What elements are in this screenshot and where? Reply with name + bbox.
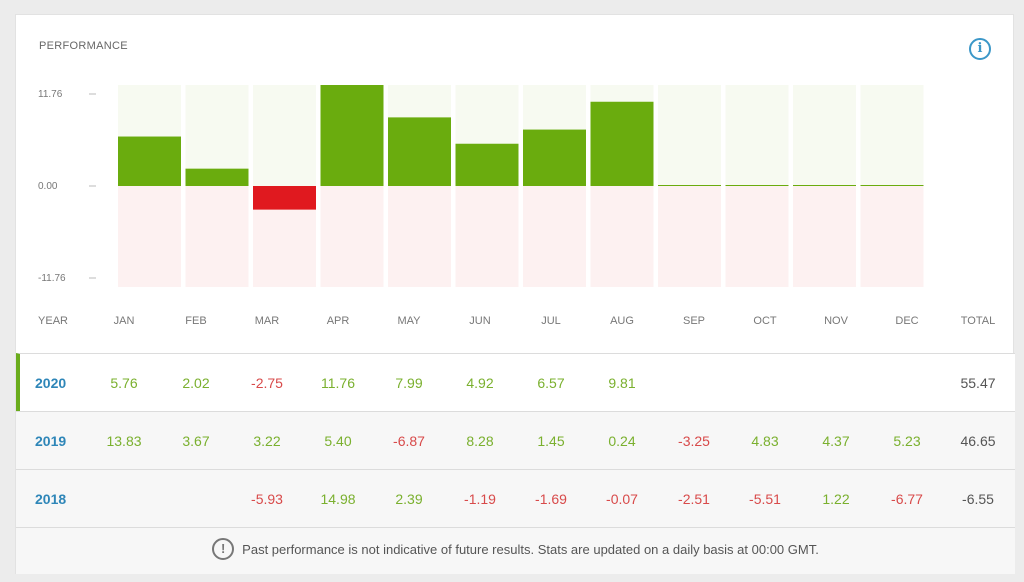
month-value: 14.98 bbox=[320, 470, 355, 528]
negative-background-jul bbox=[523, 186, 586, 287]
month-value: 4.92 bbox=[466, 354, 493, 412]
bar-mar bbox=[253, 186, 316, 210]
table-row[interactable]: 2018 -5.93 14.98 2.39 -1.19 -1.69 -0.07 -2.51 -5… bbox=[16, 469, 1015, 527]
y-tick-label: 11.76 bbox=[38, 89, 63, 100]
bar-jul bbox=[523, 130, 586, 186]
disclaimer-footer: ! Past performance is not indicative of f… bbox=[16, 527, 1015, 574]
month-value: -6.77 bbox=[891, 470, 923, 528]
month-value: 0.24 bbox=[608, 412, 635, 470]
column-header-sep: SEP bbox=[683, 315, 705, 327]
positive-background-dec bbox=[861, 85, 924, 186]
y-tick-label: 0.00 bbox=[38, 181, 58, 192]
year-link[interactable]: 2020 bbox=[35, 354, 66, 412]
column-header-may: MAY bbox=[397, 315, 420, 327]
month-value: 4.83 bbox=[751, 412, 778, 470]
year-link[interactable]: 2019 bbox=[35, 412, 66, 470]
positive-background-mar bbox=[253, 85, 316, 186]
y-tick-label: -11.76 bbox=[38, 273, 66, 284]
month-value: 2.02 bbox=[182, 354, 209, 412]
column-header-mar: MAR bbox=[255, 315, 279, 327]
month-value: -1.69 bbox=[535, 470, 567, 528]
month-value: -5.93 bbox=[251, 470, 283, 528]
column-header-nov: NOV bbox=[824, 315, 848, 327]
bar-oct bbox=[726, 185, 789, 186]
month-value: -3.25 bbox=[678, 412, 710, 470]
negative-background-dec bbox=[861, 186, 924, 287]
positive-background-oct bbox=[726, 85, 789, 186]
month-value: 5.76 bbox=[110, 354, 137, 412]
column-header-jun: JUN bbox=[469, 315, 490, 327]
total-value: 46.65 bbox=[960, 412, 995, 470]
month-value: 13.83 bbox=[106, 412, 141, 470]
month-value: 6.57 bbox=[537, 354, 564, 412]
column-header-jul: JUL bbox=[541, 315, 561, 327]
performance-bar-chart: 11.76 0.00 -11.76 bbox=[16, 15, 1015, 305]
month-value: 4.37 bbox=[822, 412, 849, 470]
negative-background-feb bbox=[186, 186, 249, 287]
month-value: -6.87 bbox=[393, 412, 425, 470]
bar-jan bbox=[118, 137, 181, 186]
table-header-row: YEAR JAN FEB MAR APR MAY JUN JUL AUG SEP OCT NOV DEC… bbox=[16, 315, 1015, 339]
negative-background-may bbox=[388, 186, 451, 287]
table-row[interactable]: 2020 5.76 2.02 -2.75 11.76 7.99 4.92 6.57 9.81 55… bbox=[16, 353, 1015, 411]
total-value: 55.47 bbox=[960, 354, 995, 412]
month-value: -1.19 bbox=[464, 470, 496, 528]
bar-feb bbox=[186, 169, 249, 186]
performance-table: 2020 5.76 2.02 -2.75 11.76 7.99 4.92 6.57 9.81 55… bbox=[16, 353, 1015, 527]
total-value: -6.55 bbox=[962, 470, 994, 528]
month-value: 2.39 bbox=[395, 470, 422, 528]
month-value: 5.40 bbox=[324, 412, 351, 470]
month-value: 3.67 bbox=[182, 412, 209, 470]
negative-background-oct bbox=[726, 186, 789, 287]
disclaimer-text: Past performance is not indicative of fu… bbox=[242, 542, 819, 557]
column-header-apr: APR bbox=[327, 315, 350, 327]
table-row[interactable]: 2019 13.83 3.67 3.22 5.40 -6.87 8.28 1.45 0.24 -3… bbox=[16, 411, 1015, 469]
month-value: -0.07 bbox=[606, 470, 638, 528]
month-value: 1.45 bbox=[537, 412, 564, 470]
bar-may bbox=[388, 117, 451, 186]
month-value: 1.22 bbox=[822, 470, 849, 528]
bar-apr bbox=[321, 85, 384, 186]
positive-background-nov bbox=[793, 85, 856, 186]
month-value: 7.99 bbox=[395, 354, 422, 412]
month-value: 5.23 bbox=[893, 412, 920, 470]
column-header-total: TOTAL bbox=[961, 315, 995, 327]
bar-nov bbox=[793, 185, 856, 186]
column-header-dec: DEC bbox=[895, 315, 918, 327]
negative-background-apr bbox=[321, 186, 384, 287]
month-value: -5.51 bbox=[749, 470, 781, 528]
negative-background-sep bbox=[658, 186, 721, 287]
month-value: -2.51 bbox=[678, 470, 710, 528]
column-header-aug: AUG bbox=[610, 315, 634, 327]
negative-background-jun bbox=[456, 186, 519, 287]
bar-dec bbox=[861, 185, 924, 186]
column-header-oct: OCT bbox=[753, 315, 776, 327]
column-header-year: YEAR bbox=[38, 315, 68, 327]
negative-background-aug bbox=[591, 186, 654, 287]
warning-icon: ! bbox=[212, 538, 234, 560]
positive-background-sep bbox=[658, 85, 721, 186]
bar-aug bbox=[591, 102, 654, 186]
performance-card: PERFORMANCE i 11.76 0.00 -11.76 YEAR JAN FEB… bbox=[15, 14, 1014, 574]
month-value: -2.75 bbox=[251, 354, 283, 412]
month-value: 3.22 bbox=[253, 412, 280, 470]
month-value: 9.81 bbox=[608, 354, 635, 412]
bar-jun bbox=[456, 144, 519, 186]
month-value: 8.28 bbox=[466, 412, 493, 470]
column-header-feb: FEB bbox=[185, 315, 206, 327]
column-header-jan: JAN bbox=[114, 315, 135, 327]
negative-background-jan bbox=[118, 186, 181, 287]
bar-sep bbox=[658, 185, 721, 186]
month-value: 11.76 bbox=[321, 354, 355, 412]
negative-background-nov bbox=[793, 186, 856, 287]
year-link[interactable]: 2018 bbox=[35, 470, 66, 528]
